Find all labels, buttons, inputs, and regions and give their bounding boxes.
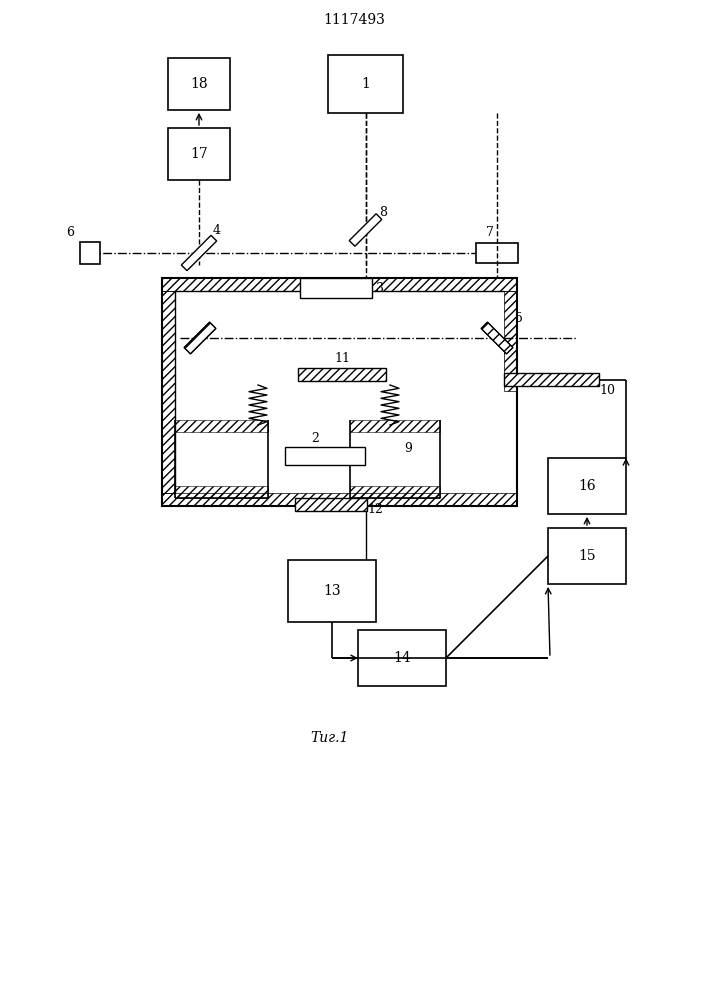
Bar (504, 291, 517, 391)
Polygon shape (349, 214, 382, 246)
Bar (162, 278, 517, 291)
Bar (162, 291, 175, 493)
Text: 3: 3 (376, 282, 384, 294)
Text: 18: 18 (190, 77, 208, 91)
Text: 8: 8 (380, 206, 387, 219)
Bar (162, 278, 517, 506)
Bar (298, 368, 386, 381)
Bar (300, 278, 372, 298)
Bar (168, 58, 230, 110)
Text: 7: 7 (486, 227, 494, 239)
Bar (358, 630, 446, 686)
Text: 4: 4 (213, 225, 221, 237)
Text: 17: 17 (190, 147, 208, 161)
Text: 1: 1 (361, 77, 370, 91)
Bar (476, 243, 518, 263)
Text: 13: 13 (323, 584, 341, 598)
Bar (548, 458, 626, 514)
Bar (162, 493, 517, 506)
Text: 11: 11 (334, 353, 350, 365)
Bar (175, 420, 268, 432)
Bar (288, 560, 376, 622)
Bar (504, 373, 599, 386)
Bar (328, 55, 403, 113)
Text: 16: 16 (578, 479, 596, 493)
Bar (350, 486, 440, 498)
Bar (168, 128, 230, 180)
Bar (285, 447, 365, 465)
Bar (175, 486, 268, 498)
Bar (350, 420, 440, 432)
Text: 15: 15 (578, 549, 596, 563)
Text: 2: 2 (311, 432, 319, 446)
Text: 10: 10 (599, 384, 615, 397)
Text: 12: 12 (367, 503, 383, 516)
Bar (295, 498, 367, 511)
Polygon shape (184, 322, 216, 354)
Bar (80, 242, 100, 264)
Polygon shape (481, 322, 513, 354)
Text: 14: 14 (393, 651, 411, 665)
Bar (298, 368, 386, 381)
Bar (548, 528, 626, 584)
Text: 6: 6 (66, 226, 74, 238)
Bar (504, 373, 599, 386)
Text: Τиг.1: Τиг.1 (311, 731, 349, 745)
Polygon shape (181, 235, 216, 271)
Text: 9: 9 (404, 442, 412, 454)
Bar (295, 498, 367, 511)
Text: 1117493: 1117493 (323, 13, 385, 27)
Text: 5: 5 (515, 312, 523, 324)
